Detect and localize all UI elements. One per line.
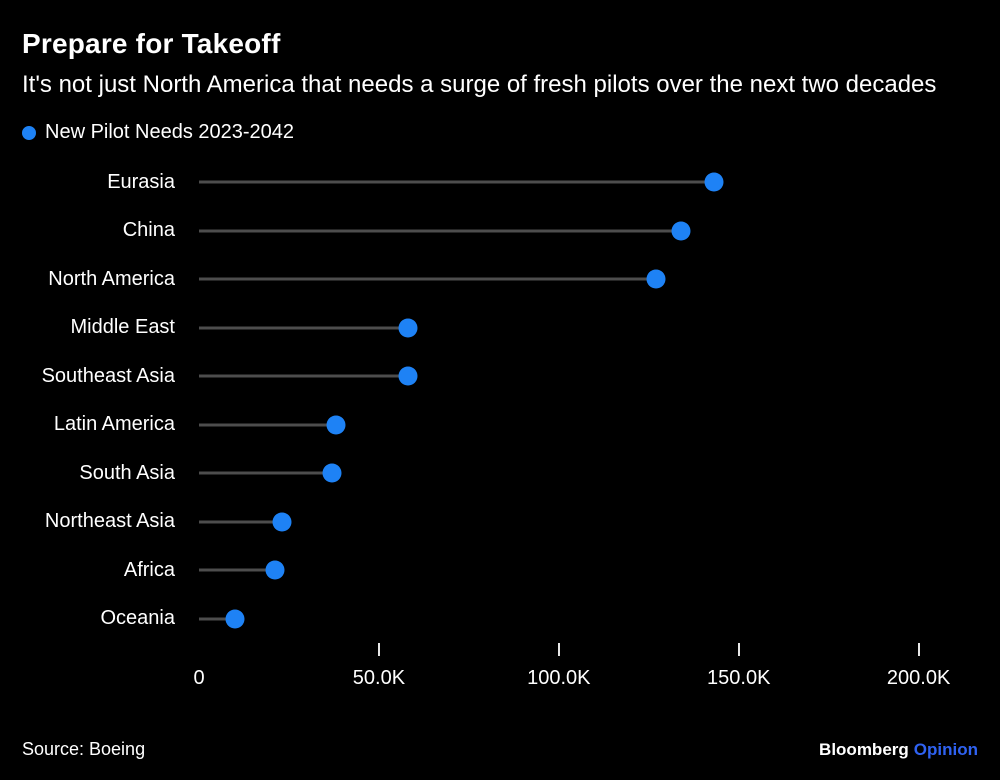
source-note: Source: Boeing [22, 739, 146, 759]
data-point [704, 172, 724, 192]
plot-area [199, 449, 978, 498]
stem-line [199, 568, 275, 572]
stem-line [199, 617, 235, 621]
plot-area [199, 352, 978, 401]
plot-area [199, 255, 978, 304]
category-label: Oceania [100, 607, 176, 630]
plot-area [199, 158, 978, 207]
category-label: South Asia [79, 461, 175, 484]
axis-tick-label: 50.0K [352, 667, 406, 690]
axis-tick [557, 643, 560, 657]
stem-line [199, 471, 333, 475]
chart-subtitle: It's not just North America that needs a… [22, 71, 937, 98]
brand-suffix: Opinion [913, 740, 978, 759]
plot-area [199, 207, 978, 256]
chart-row: South Asia [0, 449, 1000, 498]
stem-line [199, 520, 282, 524]
x-axis: 0 50.0K 100.0K 150.0K 200.0K [193, 643, 978, 695]
chart-header: Prepare for Takeoff It's not just North … [0, 0, 1000, 101]
data-point [272, 512, 292, 532]
bloomberg-logo: Bloomberg Opinion [819, 740, 978, 760]
category-label: Northeast Asia [44, 510, 175, 533]
plot-area [199, 304, 978, 353]
data-point [398, 366, 418, 386]
data-point [646, 269, 666, 289]
chart-rows: Eurasia China North America Middle East Sout… [0, 158, 1000, 643]
category-label: Latin America [53, 413, 175, 436]
data-point [326, 415, 346, 435]
category-label: Middle East [70, 316, 176, 339]
data-point [322, 463, 342, 483]
axis-tick [737, 643, 740, 657]
data-point [671, 221, 691, 241]
chart-row: Middle East [0, 304, 1000, 353]
chart-row: North America [0, 255, 1000, 304]
legend-dot-icon [22, 125, 36, 140]
axis-tick [377, 643, 380, 657]
chart-row: Africa [0, 546, 1000, 595]
category-label: China [122, 219, 175, 242]
data-point [225, 609, 245, 629]
lollipop-chart: Eurasia China North America Middle East Sout… [0, 158, 1000, 695]
data-point [398, 318, 418, 338]
legend-label: New Pilot Needs 2023-2042 [45, 121, 295, 144]
chart-row: Southeast Asia [0, 352, 1000, 401]
stem-line [199, 180, 714, 184]
chart-title: Prepare for Takeoff [22, 28, 281, 59]
data-point [265, 560, 285, 580]
axis-tick-label: 0 [193, 667, 205, 690]
stem-line [199, 277, 656, 281]
plot-area [199, 546, 978, 595]
chart-row: China [0, 207, 1000, 256]
chart-footer: Source: Boeing Bloomberg Opinion [22, 739, 978, 760]
category-label: Southeast Asia [41, 364, 175, 387]
brand-name: Bloomberg [819, 740, 909, 759]
chart-legend: New Pilot Needs 2023-2042 [22, 121, 978, 144]
stem-line [199, 374, 408, 378]
chart-row: Northeast Asia [0, 498, 1000, 547]
axis-tick-label: 100.0K [527, 667, 591, 690]
chart-row: Latin America [0, 401, 1000, 450]
stem-line [199, 326, 408, 330]
category-label: North America [48, 267, 175, 290]
category-label: Eurasia [107, 170, 175, 193]
axis-tick-label: 150.0K [707, 667, 771, 690]
stem-line [199, 423, 336, 427]
plot-area [199, 498, 978, 547]
chart-row: Eurasia [0, 158, 1000, 207]
plot-area [199, 595, 978, 644]
stem-line [199, 229, 682, 233]
axis-tick [917, 643, 920, 657]
chart-row: Oceania [0, 595, 1000, 644]
axis-tick-label: 200.0K [886, 667, 951, 690]
category-label: Africa [123, 558, 175, 581]
plot-area [199, 401, 978, 450]
